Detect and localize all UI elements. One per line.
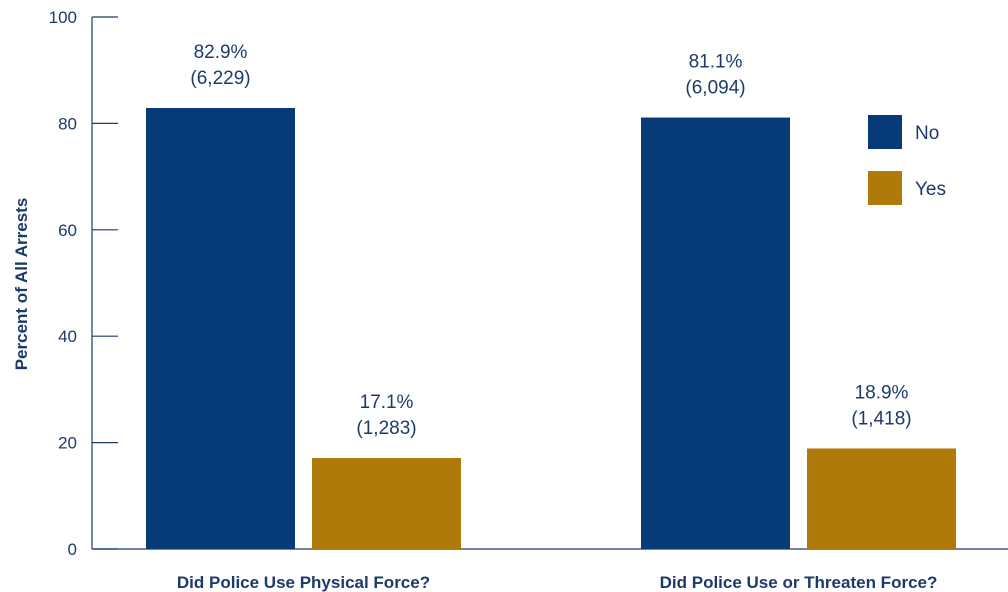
bar-yes [807, 448, 956, 549]
legend: No Yes [868, 115, 946, 205]
legend-label-no: No [915, 123, 939, 144]
y-tick-label: 40 [58, 327, 77, 346]
bars [146, 107, 956, 550]
data-label-percent: 18.9% [855, 382, 909, 403]
data-label-count: (6,229) [190, 68, 250, 89]
data-labels: 82.9% (6,229) 81.1% (6,094) 17.1% (1,283) 18.9… [190, 42, 911, 439]
legend-swatch-no [868, 115, 902, 149]
data-label-count: (6,094) [685, 78, 745, 99]
y-axis-ticks: 0 20 40 60 80 100 [49, 8, 118, 559]
y-tick-label: 20 [58, 434, 77, 453]
legend-label-yes: Yes [915, 179, 946, 200]
data-label-count: (1,418) [851, 408, 911, 429]
y-tick-label: 0 [68, 540, 77, 559]
y-tick-label: 60 [58, 221, 77, 240]
bar-yes [312, 458, 461, 549]
category-label: Did Police Use or Threaten Force? [660, 573, 938, 592]
data-label-percent: 17.1% [360, 392, 414, 413]
legend-swatch-yes [868, 171, 902, 205]
data-label-count: (1,283) [356, 418, 416, 439]
data-label-percent: 82.9% [194, 42, 248, 63]
y-tick-label: 100 [49, 8, 77, 27]
data-label-percent: 81.1% [689, 52, 743, 73]
y-axis-title: Percent of All Arrests [12, 198, 31, 371]
bar-no [146, 107, 295, 550]
category-label: Did Police Use Physical Force? [177, 573, 430, 592]
bar-no [641, 117, 790, 549]
category-labels: Did Police Use Physical Force? Did Police… [177, 573, 937, 592]
y-tick-label: 80 [58, 114, 77, 133]
